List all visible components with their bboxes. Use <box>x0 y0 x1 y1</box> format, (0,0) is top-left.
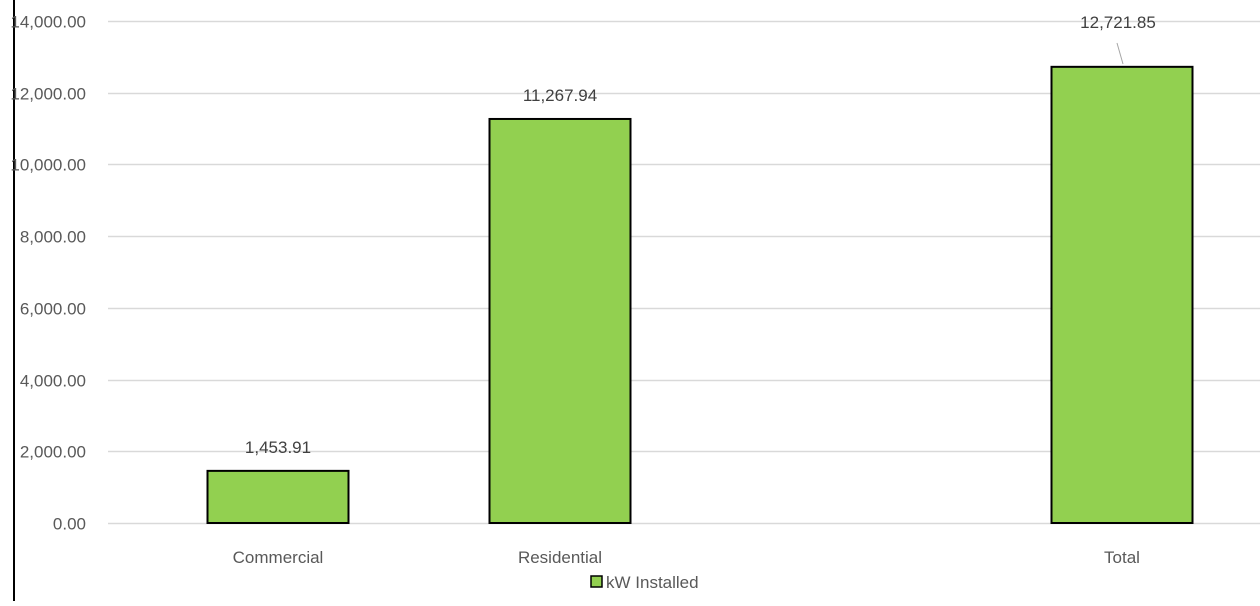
data-label-leader <box>1116 42 1124 65</box>
data-label: 11,267.94 <box>523 86 597 105</box>
legend-swatch <box>590 575 603 588</box>
x-tick-label: Residential <box>518 548 602 567</box>
data-label: 12,721.85 <box>1080 13 1156 32</box>
legend-label: kW Installed <box>606 573 699 592</box>
y-tick-label: 2,000.00 <box>20 443 86 462</box>
x-tick-label: Total <box>1104 548 1140 567</box>
y-tick-label: 10,000.00 <box>10 156 86 175</box>
x-tick-label: Commercial <box>233 548 324 567</box>
y-axis-ticks: 0.00 2,000.00 4,000.00 6,000.00 8,000.00 10,0… <box>10 13 86 534</box>
y-tick-label: 8,000.00 <box>20 228 86 247</box>
y-tick-label: 6,000.00 <box>20 300 86 319</box>
data-labels: 1,453.91 11,267.94 12,721.85 <box>245 13 1156 457</box>
bar-commercial <box>206 469 350 524</box>
data-label: 1,453.91 <box>245 438 311 457</box>
x-axis-ticks: Commercial Residential Total <box>233 548 1140 567</box>
bars <box>206 65 1194 524</box>
legend: kW Installed <box>590 573 699 592</box>
y-tick-label: 0.00 <box>53 515 86 534</box>
y-tick-label: 4,000.00 <box>20 372 86 391</box>
bar-total <box>1050 65 1194 524</box>
y-tick-label: 12,000.00 <box>10 85 86 104</box>
bar-residential <box>488 117 632 524</box>
y-tick-label: 14,000.00 <box>10 13 86 32</box>
